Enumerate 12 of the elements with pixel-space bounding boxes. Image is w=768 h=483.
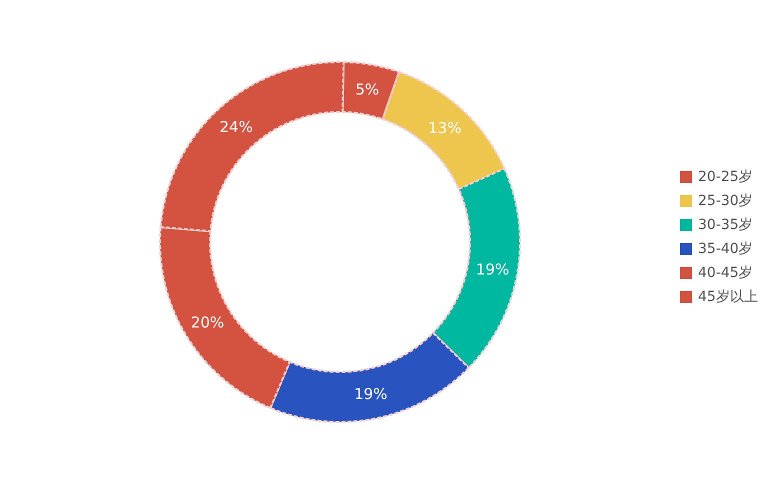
data-label: 24% (220, 118, 253, 136)
data-label: 5% (355, 80, 380, 98)
data-label: 13% (428, 118, 462, 137)
legend-label: 25-30岁 (698, 193, 753, 209)
data-label: 20% (190, 313, 224, 332)
legend-label: 35-40岁 (698, 241, 753, 257)
data-label: 19% (476, 260, 510, 278)
legend-label: 30-35岁 (698, 217, 753, 233)
legend-label: 40-45岁 (698, 265, 753, 281)
data-label: 19% (354, 384, 388, 403)
legend-label: 20-25岁 (698, 169, 753, 185)
legend-label: 45岁以上 (698, 289, 758, 305)
